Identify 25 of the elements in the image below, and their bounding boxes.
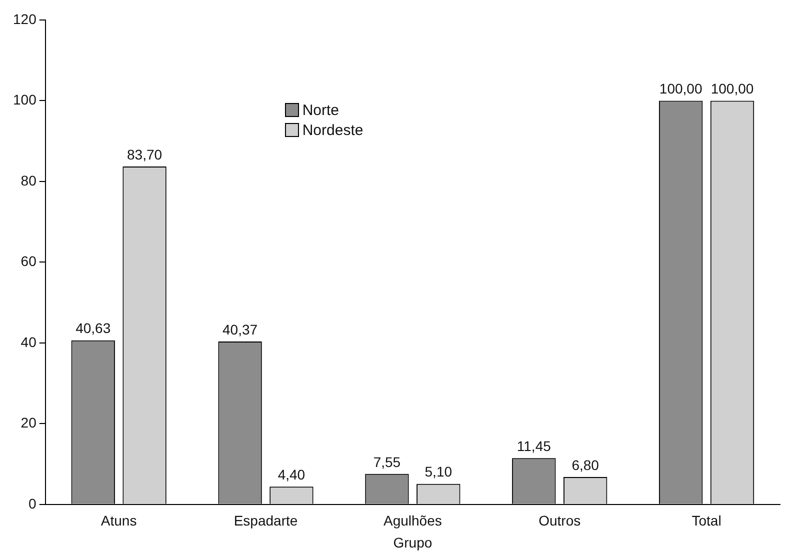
y-tick-label: 40	[20, 334, 37, 350]
data-label: 40,63	[76, 320, 111, 336]
y-tick-label: 60	[20, 253, 37, 270]
x-tick-label: Agulhões	[383, 512, 442, 529]
data-label: 11,45	[516, 438, 552, 454]
x-axis-title: Grupo	[393, 534, 432, 550]
legend-label: Nordeste	[302, 122, 364, 138]
legend-label: Norte	[302, 102, 340, 118]
data-label: 5,10	[424, 464, 452, 480]
data-label: 40,37	[222, 321, 258, 338]
x-tick-label: Espadarte	[234, 512, 298, 529]
data-label: 6,80	[572, 456, 600, 473]
x-tick-label: Outros	[538, 512, 581, 529]
data-label: 100,00	[710, 80, 754, 97]
y-tick-label: 100	[13, 92, 37, 108]
data-label: 100,00	[659, 80, 702, 97]
y-tick-label: 0	[28, 495, 37, 512]
y-tick-label: 20	[20, 414, 37, 431]
data-label: 83,70	[127, 146, 162, 162]
x-tick-label: Atuns	[100, 512, 137, 529]
data-label: 4,40	[278, 466, 306, 482]
y-tick-label: 120	[13, 10, 37, 27]
x-tick-label: Total	[692, 512, 722, 529]
y-tick-label: 80	[20, 172, 37, 188]
data-label: 7,55	[373, 454, 401, 470]
